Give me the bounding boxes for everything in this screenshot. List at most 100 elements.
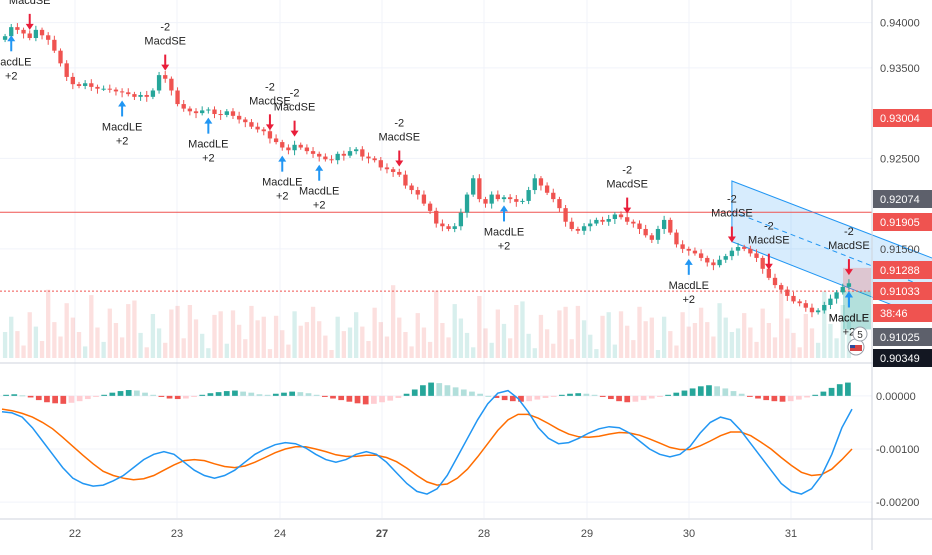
macd-histogram-bar <box>27 395 34 398</box>
volume-bar <box>261 316 266 358</box>
price-tag[interactable] <box>873 213 932 231</box>
time-tick-label: 24 <box>274 528 286 540</box>
event-count-badge[interactable] <box>852 326 868 342</box>
volume-bar <box>329 350 334 358</box>
macd-histogram-bar <box>828 387 835 396</box>
candle-body <box>649 235 654 240</box>
volume-bar <box>409 346 414 358</box>
candle-body <box>779 285 784 290</box>
volume-bar <box>267 349 273 358</box>
candle-body <box>150 90 156 97</box>
candle-body <box>218 114 223 116</box>
macd-histogram-bar <box>371 395 377 404</box>
macd-histogram-bar <box>673 392 680 396</box>
macd-histogram-bar <box>379 395 385 403</box>
volume-bar <box>766 323 772 358</box>
buy-signal-label: MacdLE <box>484 226 524 238</box>
candle-body <box>138 95 143 97</box>
price-tick-label: 0.94000 <box>880 18 920 30</box>
candle-body <box>483 199 488 204</box>
candle-body <box>754 253 759 258</box>
candle-body <box>594 219 599 224</box>
volume-bar <box>686 326 691 358</box>
volume-bar <box>415 313 420 358</box>
price-tag[interactable] <box>873 190 932 208</box>
macd-histogram-bar <box>142 392 148 396</box>
candle-body <box>378 160 383 168</box>
volume-bar <box>625 325 630 358</box>
volume-bar <box>840 305 845 358</box>
candle-body <box>760 257 765 269</box>
price-tag[interactable] <box>873 109 932 127</box>
candle-body <box>569 221 574 229</box>
macd-histogram-bar <box>542 395 549 398</box>
volume-bar <box>138 332 143 358</box>
sell-signal-label: MacdSE <box>711 208 753 220</box>
candle-body <box>113 89 119 92</box>
volume-bar <box>600 315 605 358</box>
macd-axis[interactable]: 0.00000 -0.00100 -0.00200 <box>876 391 919 509</box>
macd-pane[interactable] <box>0 364 872 518</box>
price-axis[interactable]: 0.94000 0.93500 0.92500 0.91500 0.93004 0.920… <box>873 18 932 367</box>
price-pane[interactable] <box>0 0 872 362</box>
price-tag[interactable] <box>873 282 932 300</box>
channel-midline[interactable] <box>731 210 932 312</box>
time-axis[interactable]: 22 23 24 27 28 29 30 31 <box>69 528 797 540</box>
candle-body <box>557 199 562 209</box>
macd-histogram-bar <box>158 395 165 397</box>
candle-body <box>33 29 39 39</box>
price-tag[interactable] <box>873 349 932 367</box>
volume-bar <box>815 342 821 358</box>
candle-body <box>21 29 26 34</box>
candle-body <box>446 226 451 229</box>
volume-bar <box>606 312 611 358</box>
candle-body <box>600 219 605 222</box>
price-tag[interactable] <box>873 328 932 346</box>
volume-bar <box>563 306 568 358</box>
candle-body <box>119 91 125 93</box>
price-tag[interactable] <box>873 261 932 279</box>
price-tick-label: 0.93500 <box>880 63 920 75</box>
volume-bar <box>594 349 599 358</box>
stop-box[interactable] <box>843 291 871 330</box>
candle-body <box>674 232 679 245</box>
candle-body <box>828 298 833 305</box>
sell-qty-label: -2 <box>160 22 170 34</box>
candle-body <box>458 212 464 227</box>
candle-body <box>206 109 211 111</box>
volume-bar <box>532 348 537 358</box>
volume-bar <box>126 304 131 358</box>
volume-bar <box>791 332 796 358</box>
macd-histogram-bar <box>362 395 369 405</box>
macd-histogram-bar <box>330 395 336 399</box>
candle-body <box>692 250 698 254</box>
candle-body <box>526 190 531 201</box>
flag-badge[interactable]: 5 <box>847 326 868 356</box>
volume-bar <box>101 341 106 358</box>
volume-bar <box>477 296 482 358</box>
candle-body <box>397 171 402 175</box>
volume-bar <box>655 350 661 358</box>
macd-histogram-bar <box>779 395 786 402</box>
price-tag-label: 0.91905 <box>880 217 920 229</box>
volume-bar <box>588 334 593 358</box>
candle-body <box>766 268 772 278</box>
macd-histogram-bar <box>411 389 418 396</box>
volume-bar <box>354 312 359 358</box>
sell-qty-label: -2 <box>844 226 854 238</box>
candle-body <box>686 248 691 251</box>
price-tag-label: 38:46 <box>880 308 908 320</box>
macd-histogram-bar <box>599 395 606 397</box>
macd-histogram-bar <box>796 395 802 400</box>
volume-bar <box>458 318 464 358</box>
candle-body <box>846 283 852 287</box>
macd-histogram-bar <box>264 394 271 396</box>
candle-body <box>58 50 63 64</box>
price-tag[interactable] <box>873 304 932 322</box>
macd-histogram-bar <box>493 395 500 398</box>
candle-body <box>415 190 420 195</box>
macd-histogram-bar <box>68 395 75 403</box>
sell-qty-label: -2 <box>265 81 275 93</box>
